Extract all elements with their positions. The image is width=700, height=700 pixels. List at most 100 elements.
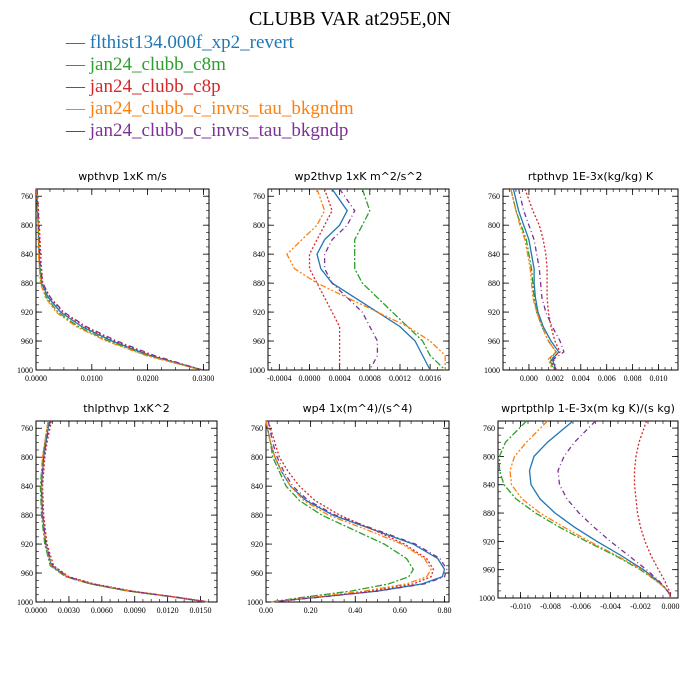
panel-title: wprtpthlp 1-E-3x(m kg K)/(s kg): [501, 402, 675, 415]
main-title: CLUBB VAR at295E,0N: [248, 8, 452, 30]
series-line: [510, 188, 557, 371]
legend-swatch: —: [66, 76, 90, 97]
y-tick-label: 760: [483, 424, 495, 433]
x-tick-label: 0.0030: [58, 606, 80, 615]
x-tick-label: 0.0120: [157, 606, 179, 615]
plot-frame: [35, 188, 210, 371]
series-line: [517, 188, 565, 371]
chart-panel: wp2thvp 1xK m^2/s^2 -0.0004 0.0000 0.0004 0.…: [249, 170, 450, 383]
y-tick-label: 760: [253, 192, 265, 201]
series-line: [36, 188, 203, 371]
chart-panel: wprtpthlp 1-E-3x(m kg K)/(s kg) -0.010 -0.…: [479, 402, 680, 611]
y-tick-label: 800: [21, 221, 33, 230]
y-tick-label: 880: [483, 509, 495, 518]
y-tick-label: 840: [483, 481, 495, 490]
x-tick-label: 0.0300: [192, 374, 214, 383]
legend-label: jan24_clubb_c8p: [89, 76, 221, 97]
x-tick-label: 0.0090: [124, 606, 146, 615]
x-tick-label: 0.80: [438, 606, 452, 615]
series-line: [265, 420, 446, 603]
y-tick-label: 960: [253, 337, 265, 346]
series-line: [35, 188, 203, 371]
x-tick-label: 0.008: [624, 374, 642, 383]
y-tick-label: 800: [483, 452, 495, 461]
series-line: [267, 420, 435, 603]
y-tick-label: 1000: [479, 594, 495, 603]
y-tick-label: 840: [21, 250, 33, 259]
y-tick-label: 800: [253, 221, 265, 230]
legend-item: — jan24_clubb_c_invrs_tau_bkgndp: [66, 120, 354, 142]
panel-title: rtpthvp 1E-3x(kg/kg) K: [528, 170, 654, 183]
series-line: [40, 420, 209, 603]
y-tick-label: 840: [488, 250, 500, 259]
plot-frame: [497, 420, 679, 599]
x-tick-label: 0.006: [598, 374, 616, 383]
chart-panel: thlpthvp 1xK^2 0.0000 0.0030 0.0060 0.0090 0.…: [17, 402, 218, 615]
panel-title: wp2thvp 1xK m^2/s^2: [294, 170, 422, 183]
series-line: [35, 188, 203, 371]
y-tick-label: 760: [21, 424, 33, 433]
series-line: [557, 420, 672, 599]
y-tick-label: 920: [21, 540, 33, 549]
y-tick-label: 920: [488, 308, 500, 317]
x-tick-label: 0.0200: [137, 374, 159, 383]
legend-swatch: —: [66, 54, 90, 75]
legend-item: — jan24_clubb_c_invrs_tau_bkgndm: [66, 98, 354, 120]
plot-frame: [267, 188, 450, 371]
y-tick-label: 960: [488, 337, 500, 346]
legend-swatch: —: [66, 98, 90, 119]
series-line: [323, 188, 379, 371]
y-tick-label: 880: [253, 279, 265, 288]
panel-title: thlpthvp 1xK^2: [83, 402, 170, 415]
x-tick-label: -0.004: [600, 602, 621, 611]
y-tick-label: 960: [483, 566, 495, 575]
y-tick-label: 800: [21, 453, 33, 462]
y-tick-label: 1000: [247, 598, 263, 607]
y-tick-label: 760: [488, 192, 500, 201]
x-tick-label: 0.0000: [25, 606, 47, 615]
series-line: [265, 420, 432, 603]
y-tick-label: 1000: [249, 366, 265, 375]
y-tick-label: 920: [483, 537, 495, 546]
legend-label: jan24_clubb_c8m: [89, 54, 226, 75]
x-tick-label: 0.00: [259, 606, 273, 615]
series-line: [509, 420, 672, 599]
series-line: [316, 188, 431, 371]
y-tick-label: 960: [21, 337, 33, 346]
series-line: [633, 420, 672, 598]
series-line: [36, 188, 203, 371]
legend-label: jan24_clubb_c_invrs_tau_bkgndm: [89, 98, 354, 119]
x-tick-label: -0.008: [540, 602, 561, 611]
y-tick-label: 880: [21, 511, 33, 520]
x-tick-label: 0.0100: [81, 374, 103, 383]
panel-title: wp4 1x(m^4)/(s^4): [303, 402, 413, 415]
x-tick-label: 0.0012: [389, 374, 411, 383]
series-line: [308, 188, 341, 370]
x-tick-label: 0.004: [572, 374, 590, 383]
y-tick-label: 920: [21, 308, 33, 317]
legend-label: flthist134.000f_xp2_revert: [89, 32, 294, 53]
x-tick-label: -0.0004: [267, 374, 292, 383]
x-tick-label: 0.000: [662, 602, 680, 611]
y-tick-label: 800: [488, 221, 500, 230]
legend-item: — jan24_clubb_c8m: [66, 54, 354, 76]
y-tick-label: 1000: [17, 366, 33, 375]
y-tick-label: 840: [251, 482, 263, 491]
x-tick-label: 0.60: [393, 606, 407, 615]
y-tick-label: 920: [251, 540, 263, 549]
x-tick-label: 0.0150: [190, 606, 212, 615]
y-tick-label: 920: [253, 308, 265, 317]
y-tick-label: 880: [251, 511, 263, 520]
x-tick-label: 0.40: [348, 606, 362, 615]
x-tick-label: -0.002: [630, 602, 651, 611]
series-line: [524, 188, 561, 371]
series-line: [40, 420, 209, 603]
series-line: [510, 188, 557, 371]
x-tick-label: 0.000: [520, 374, 538, 383]
x-tick-label: -0.010: [510, 602, 531, 611]
x-tick-label: 0.0004: [329, 374, 351, 383]
chart-panel: rtpthvp 1E-3x(kg/kg) K 0.000 0.002 0.004 0.0…: [484, 170, 679, 383]
plot-frame: [265, 420, 450, 603]
x-tick-label: 0.0000: [25, 374, 47, 383]
